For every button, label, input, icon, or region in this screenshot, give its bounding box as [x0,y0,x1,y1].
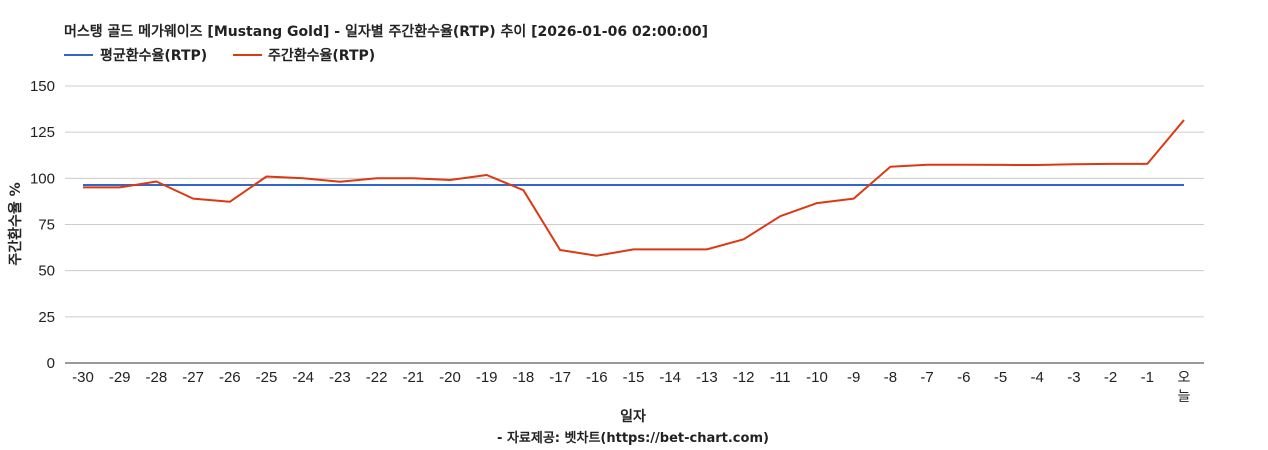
x-tick-label: -16 [586,369,608,386]
x-axis-title: 일자 [620,409,646,425]
y-tick-label: 125 [30,124,55,141]
y-tick-label: 150 [30,78,55,95]
x-tick-label: -19 [476,369,498,386]
x-tick-label: -14 [659,369,681,386]
x-tick-label: -24 [292,369,314,386]
legend-item-weekly[interactable]: 주간환수율(RTP) [233,47,375,64]
chart-title: 머스탱 골드 메가웨이즈 [Mustang Gold] - 일자별 주간환수율(… [64,23,708,40]
legend-item-average[interactable]: 평균환수율(RTP) [64,47,207,64]
x-tick-label: -7 [920,369,933,386]
x-tick-label: -12 [733,369,755,386]
x-tick-label: -23 [329,369,351,386]
x-tick-label: -18 [513,369,535,386]
y-axis-ticks: 0 25 50 75 100 125 150 [30,78,55,372]
legend: 평균환수율(RTP) 주간환수율(RTP) [64,47,375,64]
x-tick-label: -1 [1141,369,1154,386]
legend-label-average: 평균환수율(RTP) [100,47,207,64]
x-tick-label: -26 [219,369,241,386]
data-source-credit: - 자료제공: 벳차트(https://bet-chart.com) [497,430,769,446]
plot-series [83,119,1185,257]
series-line-weekly [83,119,1185,257]
x-tick-label: -3 [1067,369,1080,386]
y-tick-label: 75 [38,217,55,234]
x-tick-label: 늘 [1178,389,1191,405]
x-tick-label: -5 [994,369,1007,386]
x-tick-label: -6 [957,369,970,386]
y-axis-title: 주간환수율 % [7,182,24,265]
y-tick-label: 50 [38,263,55,280]
y-tick-label: 0 [47,355,55,372]
x-tick-label: -30 [72,369,94,386]
x-tick-label: -29 [109,369,131,386]
x-tick-label: 오 [1178,370,1191,386]
x-tick-label: -25 [256,369,278,386]
gridlines [65,85,1204,318]
legend-label-weekly: 주간환수율(RTP) [268,47,375,64]
x-tick-label: -21 [402,369,424,386]
x-tick-label: -11 [770,369,791,386]
x-tick-label: -2 [1104,369,1117,386]
x-tick-label: -17 [549,369,571,386]
x-tick-label: -4 [1031,369,1044,386]
x-tick-label: -28 [146,369,168,386]
x-tick-label: -15 [623,369,645,386]
x-tick-label: -8 [884,369,897,386]
y-tick-label: 25 [38,309,55,326]
x-tick-label: -22 [366,369,388,386]
x-tick-label: -13 [696,369,718,386]
x-axis-ticks: -30 -29 -28 -27 -26 -25 -24 -23 -22 -21 -20 -19 -18-… [72,369,1190,405]
x-tick-label: -9 [847,369,860,386]
x-tick-label: -10 [806,369,828,386]
y-tick-label: 100 [30,170,55,187]
x-tick-label: -27 [182,369,204,386]
x-tick-label: -20 [439,369,461,386]
